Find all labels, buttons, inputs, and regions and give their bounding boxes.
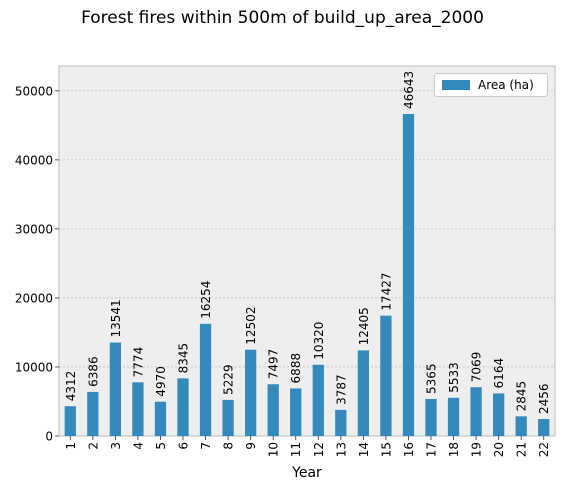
data-label: 7774 [131, 347, 145, 378]
data-label: 6888 [289, 353, 303, 384]
bar [493, 393, 505, 436]
bar [132, 382, 144, 436]
bar [470, 387, 482, 436]
bar [425, 398, 437, 436]
bar [267, 384, 279, 436]
data-label: 12502 [244, 307, 258, 345]
data-label: 6164 [492, 358, 506, 389]
data-label: 8345 [177, 343, 191, 374]
x-tick-label: 22 [537, 442, 551, 457]
bar [245, 349, 257, 436]
data-label: 3787 [334, 374, 348, 405]
data-label: 5533 [447, 362, 461, 393]
x-tick-label: 2 [86, 442, 100, 450]
x-tick-label: 18 [447, 442, 461, 457]
y-tick-label: 10000 [15, 360, 53, 374]
x-tick-label: 6 [177, 442, 191, 450]
bar [154, 401, 167, 436]
data-label: 2456 [537, 383, 551, 414]
bar [402, 114, 415, 436]
bar [290, 388, 302, 436]
y-tick-label: 40000 [15, 153, 53, 167]
data-label: 2845 [515, 381, 529, 412]
bar [222, 399, 234, 436]
bar [538, 419, 550, 436]
data-label: 5365 [425, 363, 439, 394]
x-tick-label: 10 [267, 442, 281, 457]
bar [380, 315, 392, 436]
y-tick-label: 20000 [15, 291, 53, 305]
x-tick-label: 15 [379, 442, 393, 457]
x-tick-label: 14 [357, 442, 371, 457]
data-label: 46643 [402, 71, 416, 109]
data-label: 4312 [64, 371, 78, 402]
bar [64, 406, 76, 436]
bar [312, 364, 324, 436]
bar [87, 391, 99, 436]
bar [109, 342, 121, 436]
y-tick-label: 0 [45, 430, 53, 444]
data-label: 13541 [109, 299, 123, 337]
data-label: 6386 [86, 356, 100, 387]
y-tick-label: 50000 [15, 84, 53, 98]
bar [515, 416, 527, 436]
x-tick-label: 16 [402, 442, 416, 457]
data-label: 17427 [379, 273, 393, 311]
chart-title: Forest fires within 500m of build_up_are… [81, 8, 484, 28]
legend-label: Area (ha) [478, 78, 534, 92]
x-tick-label: 21 [515, 442, 529, 457]
x-tick-label: 11 [289, 442, 303, 457]
x-tick-label: 19 [470, 442, 484, 457]
data-label: 5229 [222, 364, 236, 395]
data-label: 7497 [267, 349, 281, 380]
data-label: 12405 [357, 307, 371, 345]
plot-area [58, 65, 556, 437]
x-tick-label: 12 [312, 442, 326, 457]
data-label: 16254 [199, 281, 213, 319]
data-label: 7069 [470, 352, 484, 383]
data-label: 4970 [154, 366, 168, 397]
x-tick-label: 1 [64, 442, 78, 450]
x-tick-label: 17 [425, 442, 439, 457]
x-tick-label: 20 [492, 442, 506, 457]
bar [335, 409, 347, 436]
data-label: 10320 [312, 322, 326, 360]
x-tick-label: 9 [244, 442, 258, 450]
x-axis-label: Year [291, 465, 322, 481]
bar [447, 397, 460, 436]
x-tick-label: 8 [222, 442, 236, 450]
bar [357, 350, 369, 436]
x-tick-label: 7 [199, 442, 213, 450]
bar [177, 378, 189, 436]
x-tick-label: 13 [334, 442, 348, 457]
x-tick-label: 4 [131, 442, 145, 450]
bar [199, 323, 212, 436]
legend: Area (ha) [434, 73, 548, 97]
x-tick-label: 3 [109, 442, 123, 450]
y-tick-label: 30000 [15, 222, 53, 236]
legend-swatch [442, 80, 470, 90]
x-tick-label: 5 [154, 442, 168, 450]
